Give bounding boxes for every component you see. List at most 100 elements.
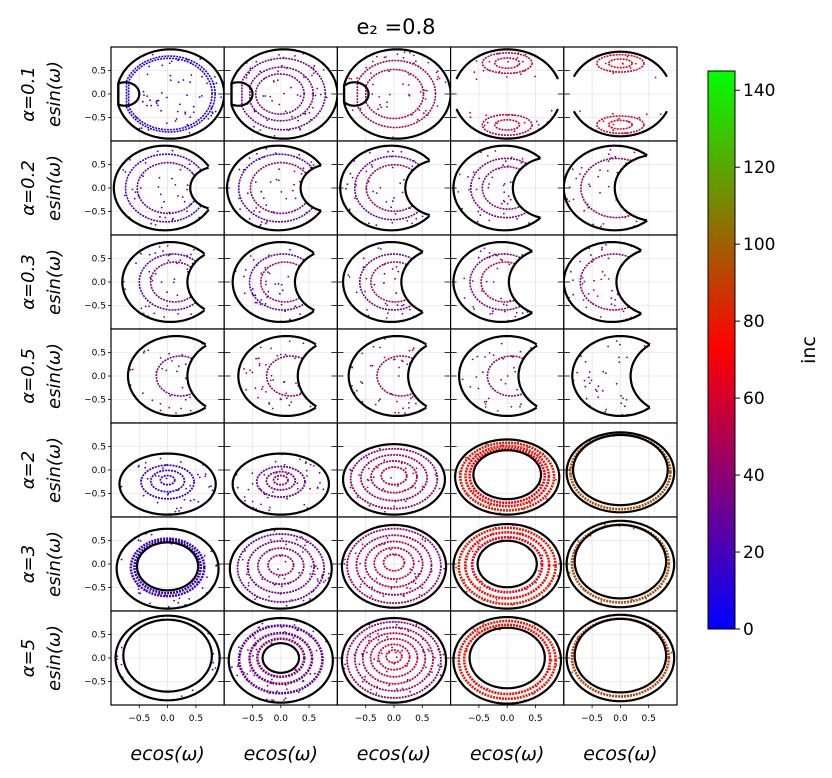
scatter-point (503, 200, 506, 203)
scatter-point (412, 347, 415, 350)
scatter-point (174, 510, 177, 513)
scatter-point (177, 195, 179, 197)
scatter-point (278, 103, 281, 106)
panel-r7-c4: −0.5 0.0 0.5 (444, 610, 565, 724)
orbit-curve (580, 157, 632, 219)
scatter-point (287, 129, 290, 132)
scatter-point (488, 60, 491, 63)
orbit-curve (359, 253, 413, 311)
scatter-point (408, 94, 411, 97)
scatter-point (146, 104, 148, 107)
scatter-point (517, 52, 520, 54)
orbit-curve (493, 118, 521, 131)
scatter-point (424, 98, 427, 100)
scatter-point (281, 537, 283, 540)
scatter-point (607, 257, 610, 260)
scatter-point (123, 194, 126, 197)
scatter-point (268, 254, 270, 256)
scatter-point (587, 206, 590, 209)
panel-r5-c1: 0.5 0.0 −0.5 (84, 422, 225, 518)
scatter-point (259, 303, 262, 306)
scatter-point (283, 699, 285, 701)
x-axis-labels: ecos(ω) ecos(ω) ecos(ω) ecos(ω) ecos(ω) (130, 743, 657, 765)
scatter-point (162, 250, 164, 252)
scatter-point (638, 116, 641, 119)
scatter-point (415, 467, 418, 469)
scatter-point (309, 118, 312, 121)
scatter-point (632, 527, 635, 530)
scatter-point (380, 248, 382, 250)
scatter-point (345, 187, 347, 190)
scatter-point (367, 461, 370, 464)
scatter-point (425, 685, 428, 688)
scatter-point (273, 583, 276, 586)
scatter-point (424, 109, 427, 112)
scatter-point (294, 209, 296, 212)
scatter-point (365, 66, 368, 69)
scatter-point (296, 157, 299, 159)
colorbar-label: inc (798, 336, 820, 364)
orbit-curve (125, 55, 216, 133)
scatter-point (418, 109, 421, 111)
scatter-point (395, 656, 398, 659)
y-tick-label: −0.5 (84, 114, 106, 124)
scatter-point (273, 135, 276, 137)
colorbar-tick-label: 40 (743, 466, 765, 486)
scatter-point (134, 191, 137, 194)
y-tick-label: 0.0 (92, 560, 107, 570)
scatter-point (548, 583, 551, 586)
scatter-point (249, 670, 252, 672)
scatter-point (142, 392, 144, 395)
scatter-point (180, 541, 183, 544)
scatter-point (370, 595, 373, 597)
scatter-point (498, 167, 501, 170)
scatter-point (388, 93, 391, 96)
scatter-point (376, 55, 378, 58)
scatter-point (275, 178, 278, 181)
y-axis-label: esin(ω) (44, 531, 65, 597)
orbit-curve (237, 624, 324, 695)
scatter-point (264, 222, 267, 225)
y-tick-label: 0.0 (92, 466, 107, 476)
scatter-point (609, 148, 612, 151)
scatter-point (504, 310, 506, 313)
scatter-point (160, 109, 163, 112)
scatter-point (344, 558, 346, 561)
scatter-point (391, 200, 394, 203)
scatter-point (285, 684, 287, 686)
scatter-point (597, 175, 600, 178)
scatter-point (528, 451, 530, 454)
scatter-point (197, 558, 200, 560)
scatter-point (210, 106, 213, 109)
scatter-point (626, 55, 629, 58)
scatter-point (521, 312, 524, 314)
scatter-point (142, 175, 145, 178)
scatter-point (169, 395, 172, 397)
scatter-point (485, 114, 488, 117)
scatter-point (206, 576, 208, 579)
scatter-point (474, 683, 477, 685)
scatter-point (269, 181, 272, 183)
orbit-curve (265, 355, 303, 397)
scatter-point (402, 594, 405, 597)
scatter-point (378, 399, 380, 402)
scatter-point (379, 103, 381, 106)
scatter-point (322, 581, 325, 584)
scatter-point (166, 244, 169, 247)
scatter-point (613, 304, 616, 307)
scatter-point (168, 62, 171, 65)
scatter-point (158, 593, 161, 595)
boundary-curve (189, 166, 209, 210)
scatter-point (409, 587, 412, 590)
scatter-point (190, 313, 193, 315)
scatter-point (601, 270, 604, 273)
scatter-point (346, 183, 349, 186)
scatter-point (607, 278, 610, 280)
scatter-point (444, 81, 447, 83)
boundary-curve (186, 344, 207, 408)
scatter-point (624, 216, 627, 219)
scatter-point (406, 665, 408, 667)
x-tick-label: −0.5 (581, 714, 603, 724)
y-tick-label: 0.5 (92, 537, 106, 547)
scatter-point (154, 475, 157, 477)
